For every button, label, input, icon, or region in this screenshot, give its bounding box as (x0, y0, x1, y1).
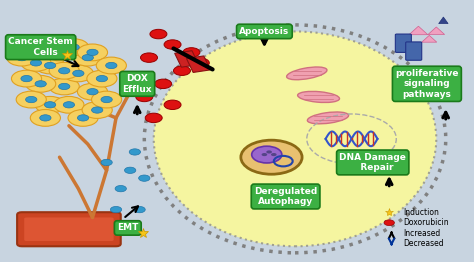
Circle shape (164, 40, 181, 49)
Circle shape (7, 49, 37, 66)
Circle shape (96, 75, 108, 82)
Circle shape (11, 70, 42, 87)
Circle shape (35, 57, 65, 74)
Circle shape (26, 96, 37, 103)
Circle shape (30, 60, 42, 66)
Circle shape (35, 96, 65, 113)
Text: Increased: Increased (403, 229, 441, 238)
Circle shape (125, 167, 136, 173)
Circle shape (49, 62, 79, 79)
Circle shape (134, 206, 145, 213)
Circle shape (145, 113, 162, 123)
Circle shape (54, 49, 65, 56)
Circle shape (96, 57, 127, 74)
Text: Cancer Stem
   Cells: Cancer Stem Cells (8, 37, 73, 57)
Circle shape (138, 175, 150, 181)
Circle shape (252, 146, 282, 163)
Circle shape (59, 39, 89, 56)
Circle shape (87, 49, 98, 56)
Circle shape (54, 96, 84, 113)
Ellipse shape (287, 67, 327, 80)
Circle shape (26, 75, 56, 92)
Circle shape (87, 70, 117, 87)
Circle shape (183, 48, 200, 57)
Circle shape (115, 185, 127, 192)
Circle shape (384, 220, 394, 226)
Polygon shape (438, 17, 448, 24)
Circle shape (87, 89, 98, 95)
Circle shape (150, 29, 167, 39)
Circle shape (192, 58, 210, 68)
Circle shape (271, 153, 277, 156)
FancyBboxPatch shape (406, 42, 422, 60)
Text: proliferative
signaling
pathways: proliferative signaling pathways (395, 69, 459, 99)
Circle shape (68, 44, 79, 50)
Circle shape (49, 78, 79, 95)
FancyBboxPatch shape (17, 212, 121, 246)
Ellipse shape (298, 91, 339, 102)
Circle shape (40, 115, 51, 121)
Ellipse shape (307, 112, 348, 124)
Polygon shape (175, 51, 199, 67)
Text: Decreased: Decreased (403, 239, 444, 248)
Circle shape (91, 107, 103, 113)
Circle shape (262, 153, 267, 156)
Circle shape (101, 96, 112, 103)
Circle shape (155, 79, 172, 89)
Ellipse shape (154, 31, 437, 246)
Circle shape (173, 66, 191, 75)
Text: Apoptosis: Apoptosis (239, 27, 290, 36)
Text: EMT: EMT (117, 223, 138, 232)
Circle shape (140, 53, 157, 62)
Circle shape (68, 110, 98, 126)
Circle shape (241, 140, 302, 174)
Circle shape (101, 159, 112, 166)
Circle shape (164, 100, 181, 110)
Circle shape (82, 54, 93, 61)
Circle shape (73, 70, 84, 77)
Text: Deregulated
Autophagy: Deregulated Autophagy (254, 187, 317, 206)
Circle shape (59, 83, 70, 90)
FancyBboxPatch shape (24, 217, 114, 241)
Circle shape (45, 102, 56, 108)
Text: Doxorubicin: Doxorubicin (403, 218, 449, 227)
Circle shape (129, 149, 140, 155)
Circle shape (77, 83, 108, 100)
Circle shape (266, 150, 272, 154)
Polygon shape (422, 35, 437, 42)
Circle shape (21, 54, 51, 71)
Circle shape (21, 75, 32, 82)
Circle shape (30, 41, 42, 48)
Circle shape (16, 54, 27, 61)
Circle shape (21, 36, 51, 53)
Text: Induction: Induction (403, 208, 439, 217)
Polygon shape (186, 56, 210, 72)
Text: DOX
Efflux: DOX Efflux (122, 74, 152, 94)
Circle shape (30, 110, 61, 126)
Circle shape (59, 68, 70, 74)
Circle shape (82, 102, 112, 118)
Polygon shape (409, 26, 428, 35)
Circle shape (91, 91, 122, 108)
Circle shape (106, 62, 117, 69)
Circle shape (45, 44, 74, 61)
Circle shape (110, 206, 122, 213)
Circle shape (16, 91, 46, 108)
Text: DNA Damage
   Repair: DNA Damage Repair (339, 153, 406, 172)
Circle shape (63, 65, 93, 82)
Circle shape (136, 92, 153, 102)
Circle shape (63, 102, 74, 108)
Polygon shape (428, 27, 445, 35)
Circle shape (73, 49, 103, 66)
Circle shape (35, 81, 46, 87)
Circle shape (77, 115, 89, 121)
FancyBboxPatch shape (395, 34, 411, 52)
Circle shape (45, 62, 56, 69)
Circle shape (77, 44, 108, 61)
